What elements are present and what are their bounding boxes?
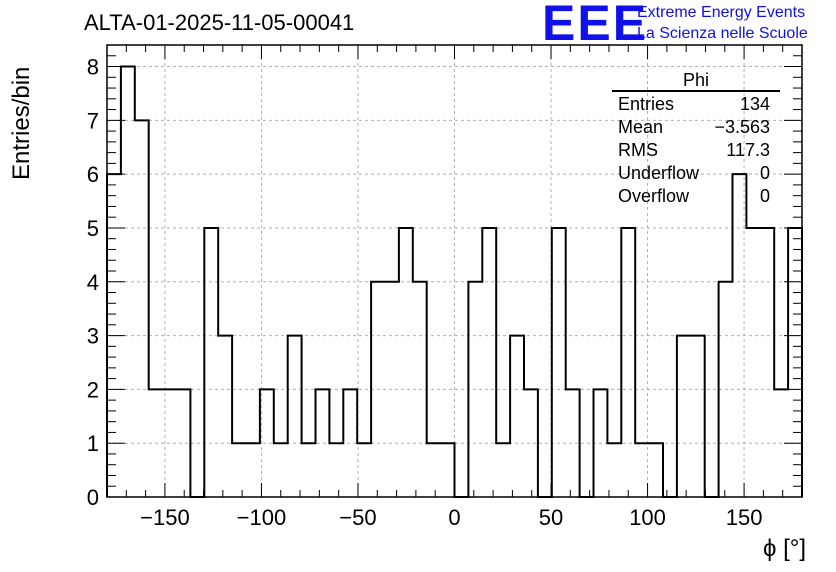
stats-value: 117.3: [726, 140, 770, 160]
y-tick-label: 5: [87, 216, 99, 241]
x-tick-label: 50: [539, 505, 563, 530]
stats-title: Phi: [612, 70, 780, 92]
stats-label: Underflow: [618, 163, 700, 183]
histogram-bin: [746, 228, 760, 497]
histogram-bin: [788, 228, 802, 497]
stats-value: −3.563: [714, 117, 770, 137]
x-axis-label: ϕ [°]: [762, 535, 806, 562]
histogram-bin: [357, 443, 371, 497]
logo-text-line1: Extreme Energy Events: [637, 4, 806, 21]
histogram-bin: [177, 389, 191, 497]
stats-value: 0: [759, 186, 770, 206]
histogram-bin: [441, 443, 455, 497]
stats-row-overflow: Overflow 0: [612, 185, 780, 208]
stats-value: 134: [739, 94, 770, 114]
histogram-bin: [218, 336, 232, 497]
histogram-bin: [246, 443, 260, 497]
histogram-bin: [135, 120, 149, 497]
x-tick-label: 150: [726, 505, 763, 530]
y-tick-label: 6: [87, 162, 99, 187]
stats-value: 0: [759, 163, 770, 183]
y-tick-label: 3: [87, 324, 99, 349]
histogram-bin: [677, 336, 691, 497]
x-tick-label: −150: [140, 505, 190, 530]
histogram-bin: [204, 228, 218, 497]
histogram-bin: [607, 443, 621, 497]
logo-text-line2: La Scienza nelle Scuole: [637, 25, 808, 42]
stats-row-mean: Mean −3.563: [612, 116, 780, 139]
y-tick-label: 4: [87, 270, 99, 295]
x-tick-label: −50: [339, 505, 376, 530]
stats-label: Entries: [618, 94, 675, 114]
x-tick-label: 0: [448, 505, 460, 530]
histogram-bin: [329, 443, 343, 497]
stats-row-entries: Entries 134: [612, 93, 780, 116]
y-tick-label: 1: [87, 431, 99, 456]
histogram-bin: [274, 443, 288, 497]
histogram-bin: [621, 228, 635, 497]
y-tick-label: 8: [87, 55, 99, 80]
y-tick-label: 7: [87, 108, 99, 133]
x-tick-label: 100: [629, 505, 666, 530]
histogram-bin: [427, 443, 441, 497]
histogram-bin: [760, 228, 774, 497]
stats-label: RMS: [618, 140, 658, 160]
y-tick-label: 2: [87, 377, 99, 402]
x-tick-label: −100: [237, 505, 287, 530]
histogram-bin: [691, 336, 705, 497]
axis-layer: −150 −100 −50 0 50 100 150 0 1 2 3 4 5 6 7 8: [87, 44, 803, 530]
stats-row-underflow: Underflow 0: [612, 162, 780, 185]
stats-row-rms: RMS 117.3: [612, 139, 780, 162]
histogram-bin: [302, 443, 316, 497]
histogram-bin: [399, 228, 413, 497]
histogram-bin: [232, 443, 246, 497]
stats-label: Mean: [618, 117, 664, 137]
histogram-bin: [496, 443, 510, 497]
y-tick-label: 0: [87, 485, 99, 510]
histogram-bin: [635, 443, 649, 497]
histogram-bin: [552, 228, 566, 497]
histogram-bin: [649, 443, 663, 497]
stats-box: Phi Entries 134 Mean −3.563 RMS 117.3 Un…: [612, 70, 780, 208]
stats-label: Overflow: [618, 186, 690, 206]
histogram-bin: [510, 336, 524, 497]
chart-title: ALTA-01-2025-11-05-00041: [84, 10, 355, 35]
histogram-bin: [482, 228, 496, 497]
eee-logo: EEE: [542, 0, 649, 51]
y-axis-label: Entries/bin: [8, 66, 35, 180]
histogram-bin: [288, 336, 302, 497]
